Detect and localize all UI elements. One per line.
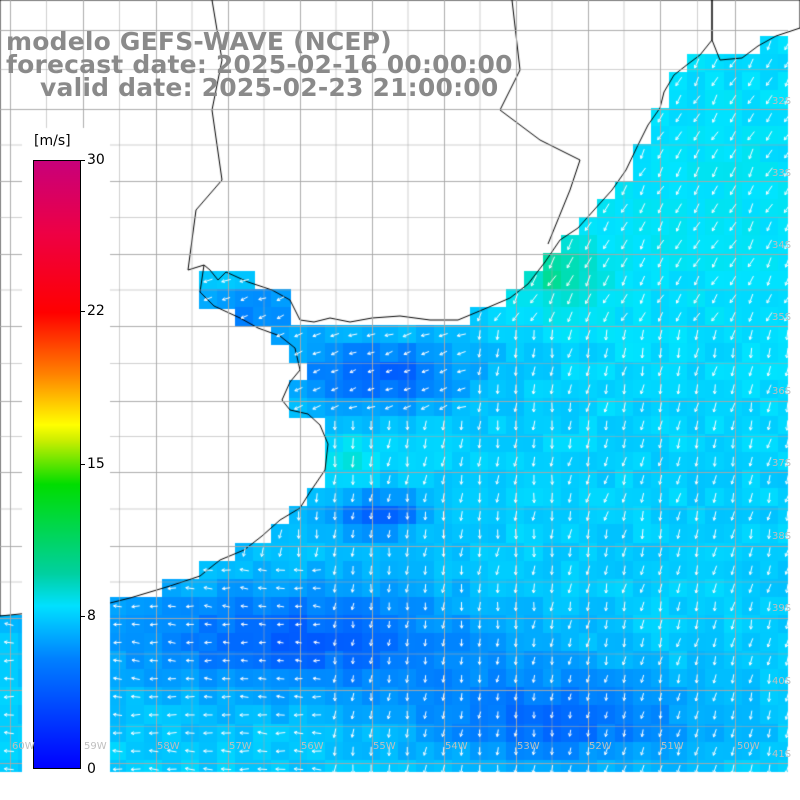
colorbar-label-30: 30 [87,152,105,168]
lat-label-35s: 35S [772,312,792,323]
colorbar-tick [80,616,85,617]
lat-label-32s: 32S [772,96,792,107]
lon-label-52w: 52W [589,741,612,752]
lon-label-53w: 53W [517,741,540,752]
forecast-date: forecast date: 2025-02-16 00:00:00 [6,50,513,79]
colorbar-label-0: 0 [87,761,96,777]
colorbar [33,160,81,769]
lat-label-34s: 34S [772,240,792,251]
colorbar-tick [80,160,85,161]
lon-label-51w: 51W [661,741,684,752]
lon-label-60w: 60W [12,741,35,752]
lon-label-56w: 56W [301,741,324,752]
colorbar-label-8: 8 [87,608,96,624]
model-title: modelo GEFS-WAVE (NCEP) [6,27,392,56]
colorbar-unit: [m/s] [34,133,71,149]
colorbar-label-22: 22 [87,303,105,319]
lon-label-50w: 50W [737,741,760,752]
lat-label-37s: 37S [772,458,792,469]
lon-label-54w: 54W [445,741,468,752]
colorbar-tick [80,464,85,465]
lat-label-33s: 33S [772,168,792,179]
colorbar-label-15: 15 [87,456,105,472]
lat-label-39s: 39S [772,603,792,614]
valid-date: valid date: 2025-02-23 21:00:00 [40,73,499,102]
lat-label-38s: 38S [772,531,792,542]
lon-label-55w: 55W [373,741,396,752]
lon-label-57w: 57W [229,741,252,752]
lat-label-36s: 36S [772,386,792,397]
colorbar-tick [80,311,85,312]
lon-label-58w: 58W [157,741,180,752]
lon-label-59w: 59W [84,741,107,752]
lat-label-40s: 40S [772,676,792,687]
lat-label-41s: 41S [772,749,792,760]
